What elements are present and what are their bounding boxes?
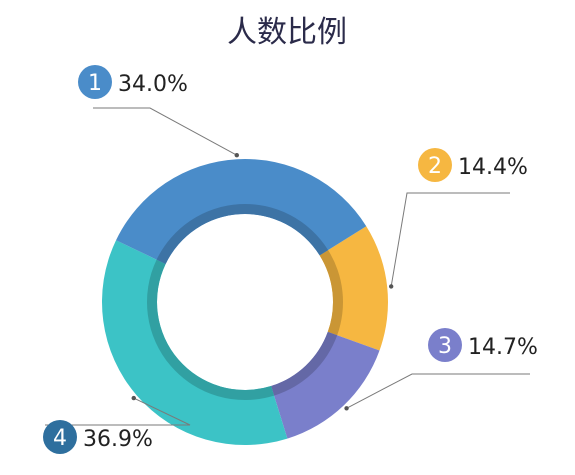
badge-2 xyxy=(418,148,452,182)
labels-group: 2 14.4% 3 14.7% 4 36.9% 1 34.0% xyxy=(43,65,538,454)
badge-1 xyxy=(78,65,112,99)
leader-line-4 xyxy=(45,397,191,426)
chart-title: 人数比例 xyxy=(227,15,347,50)
badge-number-2: 2 xyxy=(428,154,442,179)
slice-label-1: 34.0% xyxy=(118,72,188,97)
badge-number-1: 1 xyxy=(88,71,102,96)
badge-4 xyxy=(43,420,77,454)
slice-3 xyxy=(271,331,380,439)
leader-dot-3 xyxy=(344,406,349,411)
slice-label-4: 36.9% xyxy=(83,427,153,452)
slice-label-2: 14.4% xyxy=(458,155,528,180)
badge-3 xyxy=(428,328,462,362)
slice-3-inner-shade xyxy=(271,331,338,396)
slice-2-inner-shade xyxy=(319,250,343,336)
slice-4-inner-shade xyxy=(147,259,275,400)
slice-4 xyxy=(101,240,288,446)
leader-line-3 xyxy=(346,373,530,409)
leader-dot-4 xyxy=(131,395,136,401)
leader-dot-2 xyxy=(388,284,394,289)
badge-number-4: 4 xyxy=(53,426,67,451)
slice-1-inner-shade xyxy=(156,204,329,264)
leader-line-2 xyxy=(390,192,510,287)
leader-line-1 xyxy=(93,107,238,156)
leader-dot-1 xyxy=(234,153,239,158)
badge-number-3: 3 xyxy=(438,334,452,359)
slice-label-3: 14.7% xyxy=(468,335,538,360)
slices-group xyxy=(101,159,388,446)
